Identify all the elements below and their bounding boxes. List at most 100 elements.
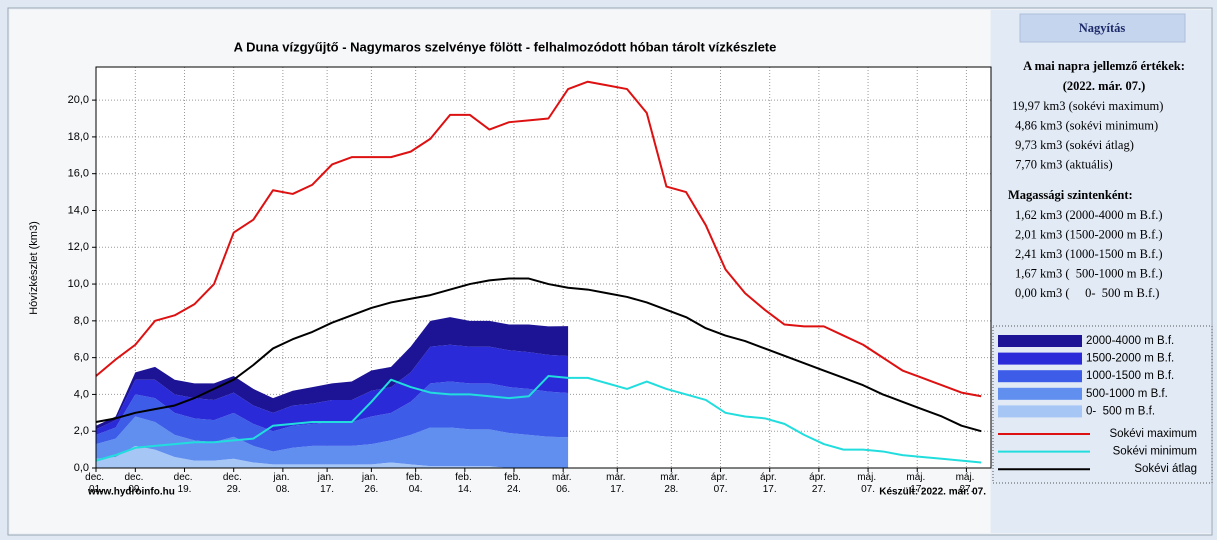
y-tick-label: 20,0 [68,94,89,106]
x-tick-label-line: ápr. [711,472,730,483]
x-tick-label: jan. 08. [272,472,292,495]
x-tick-label-line: 17. [910,484,924,495]
x-tick-label: már. 17. [606,472,628,495]
panel-level: 0,00 km3 ( 0- 500 m B.f.) [1015,286,1159,300]
legend-swatch [998,370,1082,383]
x-tick-label-line: dec. [124,472,146,483]
created: Készült: 2022. már. 07. [879,487,986,498]
panel-level: 1,67 km3 ( 500-1000 m B.f.) [1015,266,1163,280]
x-tick-label-line: 01. [89,484,103,495]
legend-swatch [998,335,1082,347]
x-tick-label-line: jan. [272,472,292,483]
panel-line: 9,73 km3 (sokévi átlag) [1012,138,1134,152]
y-tick-label: 0,0 [74,462,89,474]
x-tick-label-line: 26. [364,484,378,495]
x-tick-label-line: 07. [861,484,875,495]
plot-border [95,66,992,469]
x-tick-label: jan. 26. [361,472,381,495]
legend-box [992,325,1213,484]
area [96,381,569,452]
panel-line: 19,97 km3 (sokévi maximum) [1012,99,1163,113]
y-tick-label: 6,0 [74,352,89,364]
x-tick-label: ápr. 07. [711,472,730,495]
panel-level: 2,41 km3 (1000-1500 m B.f.) [1015,247,1163,261]
x-tick-label-line: dec. [85,472,107,483]
y-axis-title: Hóvízkészlet (km3) [28,221,40,315]
x-tick-label: dec. 29. [223,472,245,495]
x-tick-label-line: ápr. [760,472,779,483]
x-tick-label: feb. 04. [406,472,425,495]
x-tick-label-line: feb. [455,472,474,483]
x-tick-label-line: dec. [174,472,196,483]
x-tick-label-line: 19. [178,484,192,495]
x-tick-label-line: 08. [276,484,290,495]
x-tick-label: dec. 09. [124,472,146,495]
legend-label: Sokévi átlag [1134,463,1197,475]
x-tick-label-line: 27. [812,484,826,495]
panel-line: 7,70 km3 (aktuális) [1012,157,1113,171]
x-tick-label-line: 07. [714,484,728,495]
x-tick-label-line: 24. [507,484,521,495]
line [95,80,982,398]
legend-label: Sokévi minimum [1113,446,1197,458]
x-tick-label-line: máj. [857,472,879,483]
y-tick-label: 4,0 [74,388,89,400]
y-tick-label: 8,0 [74,315,89,327]
area [96,344,569,435]
line [95,277,982,433]
panel-subheading: Magassági szintenként: [1008,188,1133,202]
legend-label: 1500-2000 m B.f. [1086,353,1174,365]
x-tick-label-line: dec. [223,472,245,483]
legend-swatch [998,405,1082,418]
x-tick-label-line: 14. [458,484,472,495]
area [96,317,569,430]
x-tick-label-line: 27. [959,484,973,495]
legend-label: 1000-1500 m B.f. [1086,370,1174,382]
x-tick-label: máj. 07. [857,472,879,495]
y-tick-label: 14,0 [68,204,89,216]
x-tick-label: feb. 24. [504,472,523,495]
panel-level: 2,01 km3 (1500-2000 m B.f.) [1015,227,1163,241]
x-tick-label-line: 17. [320,484,334,495]
zoom-button-label[interactable]: Nagyítás [1079,21,1126,35]
chart-title: A Duna vízgyűjtő - Nagymaros szelvénye f… [234,39,777,54]
x-tick-label-line: feb. [406,472,425,483]
panel-heading: A mai napra jellemző értékek: [1023,59,1185,73]
x-tick-label: ápr. 27. [809,472,828,495]
zoom-button[interactable] [1019,13,1186,43]
legend-label: 2000-4000 m B.f. [1086,335,1174,347]
panel-date: (2022. már. 07.) [1063,79,1146,93]
x-tick-label-line: 29. [227,484,241,495]
x-tick-label: már. 28. [660,472,682,495]
x-tick-label: dec. 19. [174,472,196,495]
x-tick-label-line: 17. [763,484,777,495]
x-tick-label: máj. 27. [956,472,978,495]
area [96,416,569,468]
panel-level: 1,62 km3 (2000-4000 m B.f.) [1015,208,1163,222]
x-tick-label-line: 06. [556,484,570,495]
y-tick-label: 2,0 [74,425,89,437]
line [95,375,982,464]
x-tick-label-line: már. [660,472,682,483]
y-tick-label: 16,0 [68,168,89,180]
legend-swatch [998,387,1082,400]
x-tick-label: jan. 17. [317,472,337,495]
area [96,445,569,468]
x-tick-label-line: ápr. [809,472,828,483]
x-tick-label-line: már. [606,472,628,483]
x-tick-label-line: 09. [128,484,142,495]
x-tick-label: máj. 17. [906,472,928,495]
x-tick-label: dec. 01. [85,472,107,495]
legend-label: 500-1000 m B.f. [1086,388,1168,400]
legend-label: 0- 500 m B.f. [1086,405,1155,417]
x-tick-label-line: 28. [664,484,678,495]
legend-label: Sokévi maximum [1109,428,1197,440]
y-tick-label: 10,0 [68,278,89,290]
x-tick-label: már. 06. [552,472,574,495]
x-tick-label-line: 17. [610,484,624,495]
x-tick-label: feb. 14. [455,472,474,495]
x-tick-label-line: máj. [906,472,928,483]
y-tick-label: 12,0 [68,241,89,253]
